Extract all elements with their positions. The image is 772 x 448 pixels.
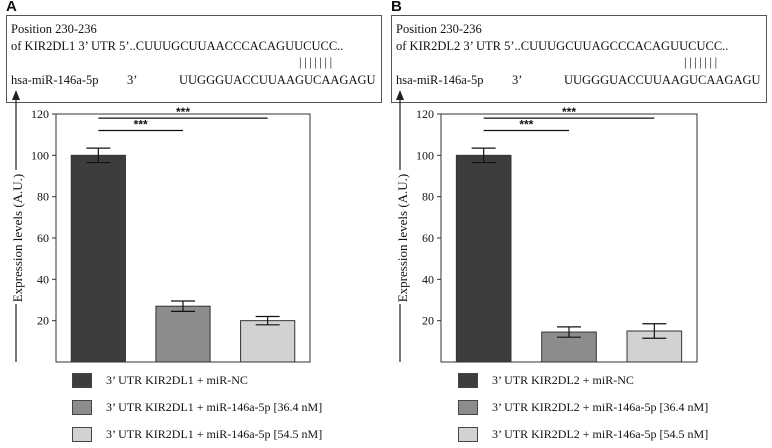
legend-label: 3’ UTR KIR2DL2 + miR-146a-5p [54.5 nM]: [492, 427, 709, 441]
legend-label: 3’ UTR KIR2DL1 + miR-146a-5p [54.5 nM]: [106, 427, 323, 441]
legend-swatch: [458, 400, 478, 415]
mirna-sequence: UUGGGUACCUUAAGUCAAGAGU: [564, 73, 761, 87]
y-tick-label: 80: [422, 190, 434, 204]
y-axis-label: Expression levels (A.U.): [10, 174, 25, 303]
legend-swatch: [72, 427, 92, 442]
bar: [455, 154, 512, 363]
panel-letter-a: A: [6, 0, 17, 15]
legend-swatch: [458, 373, 478, 388]
y-tick-label: 120: [416, 107, 434, 121]
mirna-direction: 3’: [127, 73, 138, 87]
significance-label: ***: [176, 105, 190, 119]
mirna-label: hsa-miR-146a-5p: [396, 73, 484, 87]
legend-swatch: [458, 427, 478, 442]
legend-swatch: [72, 400, 92, 415]
panel-letter-b: B: [391, 0, 402, 15]
y-axis-label: Expression levels (A.U.): [395, 174, 410, 303]
utr-sequence: of KIR2DL2 3’ UTR 5’..CUUUGCUUAGCCCACAGU…: [396, 39, 729, 53]
legend-label: 3’ UTR KIR2DL1 + miR-NC: [106, 373, 248, 387]
y-tick-label: 40: [37, 272, 49, 286]
significance-label: ***: [134, 118, 148, 132]
y-arrow-head: [12, 90, 20, 100]
y-tick-label: 20: [422, 314, 434, 328]
legend-label: 3’ UTR KIR2DL1 + miR-146a-5p [36.4 nM]: [106, 400, 323, 414]
mirna-label: hsa-miR-146a-5p: [11, 73, 99, 87]
significance-label: ***: [562, 105, 576, 119]
position-label: Position 230-236: [396, 22, 482, 36]
mirna-sequence: UUGGGUACCUUAAGUCAAGAGU: [179, 73, 376, 87]
legend-label: 3’ UTR KIR2DL2 + miR-146a-5p [36.4 nM]: [492, 400, 709, 414]
bar: [240, 320, 296, 363]
y-tick-label: 60: [422, 231, 434, 245]
y-tick-label: 100: [31, 148, 49, 162]
y-tick-label: 40: [422, 272, 434, 286]
y-tick-label: 100: [416, 148, 434, 162]
significance-label: ***: [519, 118, 533, 132]
legend-swatch: [72, 373, 92, 388]
y-tick-label: 80: [37, 190, 49, 204]
base-pairing: |||||||: [299, 55, 335, 69]
y-arrow-head: [396, 90, 404, 100]
y-tick-label: 20: [37, 314, 49, 328]
legend-label: 3’ UTR KIR2DL2 + miR-NC: [492, 373, 634, 387]
position-label: Position 230-236: [11, 22, 97, 36]
bar: [155, 305, 211, 363]
base-pairing: |||||||: [684, 55, 720, 69]
y-tick-label: 60: [37, 231, 49, 245]
sequence-box-b: Position 230-236 of KIR2DL2 3’ UTR 5’..C…: [391, 15, 767, 103]
mirna-direction: 3’: [512, 73, 523, 87]
y-tick-label: 120: [31, 107, 49, 121]
utr-sequence: of KIR2DL1 3’ UTR 5’..CUUUGCUUAACCCACAGU…: [11, 39, 344, 53]
bar: [70, 154, 126, 363]
sequence-box-a: Position 230-236 of KIR2DL1 3’ UTR 5’..C…: [6, 15, 382, 103]
